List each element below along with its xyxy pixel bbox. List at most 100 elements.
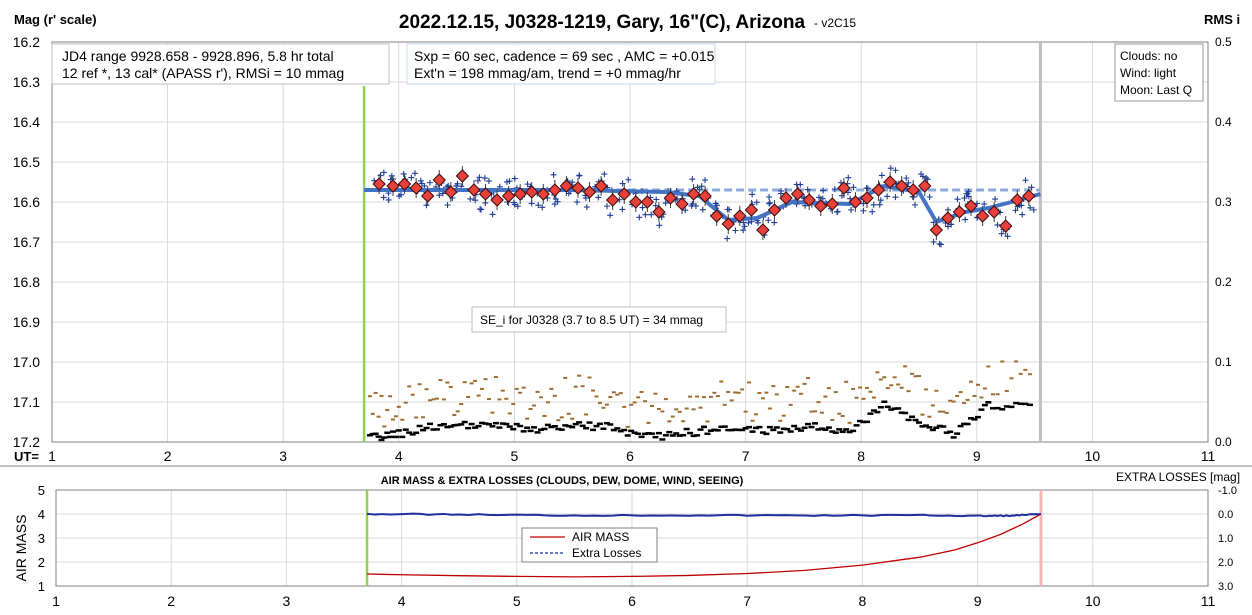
losses-y-tick: 1.0 [1218, 533, 1233, 545]
average-diamond [721, 217, 735, 231]
raw-point [642, 211, 649, 218]
raw-point [937, 241, 944, 248]
raw-point [604, 203, 611, 210]
raw-point [749, 191, 756, 198]
airmass-x-tick: 2 [167, 593, 175, 609]
raw-point [477, 206, 484, 213]
raw-point [388, 172, 395, 179]
average-diamond [998, 219, 1013, 233]
raw-point [869, 208, 876, 215]
average-diamond [675, 197, 689, 211]
rms-markers [366, 360, 1033, 442]
raw-point [887, 165, 894, 172]
raw-point [377, 172, 384, 179]
raw-point [864, 185, 871, 192]
raw-point [652, 202, 659, 209]
raw-point [870, 201, 877, 208]
losses-y-tick: -1.0 [1218, 485, 1237, 497]
raw-point [689, 201, 696, 208]
airmass-x-tick: 11 [1201, 593, 1216, 609]
raw-point [1030, 206, 1037, 213]
y2-tick-label: 0.1 [1215, 355, 1232, 369]
y2-tick-label: 0.4 [1215, 115, 1232, 129]
average-diamond [617, 187, 631, 201]
raw-point [476, 174, 483, 181]
raw-point [511, 175, 518, 182]
y-tick-label: 16.5 [13, 154, 40, 170]
raw-point [845, 174, 852, 181]
raw-point [745, 219, 752, 226]
raw-point [765, 217, 772, 224]
raw-point [698, 183, 705, 190]
y2-tick-label: 0.2 [1215, 275, 1232, 289]
info-left-line-1: JD4 range 9928.658 - 9928.896, 5.8 hr to… [62, 48, 334, 64]
raw-point [753, 199, 760, 206]
x-tick-label: 1 [48, 448, 56, 464]
raw-point [503, 178, 510, 185]
average-diamond [975, 209, 990, 223]
raw-point [692, 202, 699, 209]
average-diamond [594, 179, 608, 193]
raw-point [994, 221, 1001, 228]
y2-tick-label: 0.5 [1215, 35, 1232, 49]
y-axis-label-left: Mag (r' scale) [14, 12, 97, 27]
light-curve-chart: 2022.12.15, J0328-1219, Gary, 16"(C), Ar… [13, 12, 1240, 464]
raw-point [467, 195, 474, 202]
raw-point [702, 177, 709, 184]
raw-point [860, 207, 867, 214]
raw-point [804, 186, 811, 193]
legend-losses-label: Extra Losses [572, 546, 641, 560]
raw-point [878, 172, 885, 179]
info-left-line-2: 12 ref *, 13 cal* (APASS r'), RMSi = 10 … [62, 65, 344, 81]
raw-point [877, 197, 884, 204]
average-diamond [386, 179, 400, 193]
se-note-box: SE_i for J0328 (3.7 to 8.5 UT) = 34 mmag [471, 306, 727, 333]
extra-losses-line [366, 512, 1042, 518]
raw-point [954, 196, 961, 203]
average-diamond [1022, 189, 1036, 203]
legend-airmass-label: AIR MASS [572, 530, 629, 544]
average-diamond [513, 187, 527, 201]
raw-point [583, 204, 590, 211]
raw-point [648, 211, 655, 218]
raw-point [656, 222, 663, 229]
average-diamond [663, 191, 678, 205]
raw-point [397, 191, 404, 198]
raw-point [831, 186, 838, 193]
average-diamond [918, 179, 932, 193]
raw-point [981, 201, 988, 208]
average-diamond [952, 205, 967, 219]
y-tick-label: 16.9 [13, 314, 40, 330]
average-diamond [1010, 193, 1024, 207]
raw-point [777, 190, 784, 197]
weather-wind: Wind: light [1120, 66, 1177, 80]
info-box-left: JD4 range 9928.658 - 9928.896, 5.8 hr to… [51, 43, 390, 85]
raw-point [948, 221, 955, 228]
x-tick-label: 5 [511, 448, 519, 464]
raw-point [850, 184, 857, 191]
raw-point [574, 199, 581, 206]
airmass-x-tick: 1 [52, 593, 60, 609]
average-diamond [779, 191, 793, 205]
average-diamond [397, 177, 412, 191]
airmass-x-tick: 6 [628, 593, 636, 609]
raw-point [514, 203, 521, 210]
airmass-x-tick: 5 [513, 593, 521, 609]
raw-point [423, 202, 430, 209]
x-tick-label: 10 [1085, 448, 1101, 464]
raw-point [380, 169, 387, 176]
average-diamond [929, 223, 944, 237]
raw-point [417, 177, 424, 184]
average-diamond [837, 181, 851, 195]
raw-point [474, 177, 481, 184]
losses-y-tick: 3.0 [1218, 581, 1233, 593]
raw-point [892, 194, 899, 201]
x-tick-label: 11 [1201, 448, 1216, 464]
x-tick-label: 4 [395, 448, 403, 464]
x-tick-label: 7 [742, 448, 750, 464]
bottom-plot-frame [55, 489, 1209, 587]
x-tick-label: 3 [279, 448, 287, 464]
weather-box: Clouds: no Wind: light Moon: Last Q [1114, 43, 1204, 102]
airmass-x-tick: 8 [859, 593, 867, 609]
average-diamond [548, 183, 562, 197]
